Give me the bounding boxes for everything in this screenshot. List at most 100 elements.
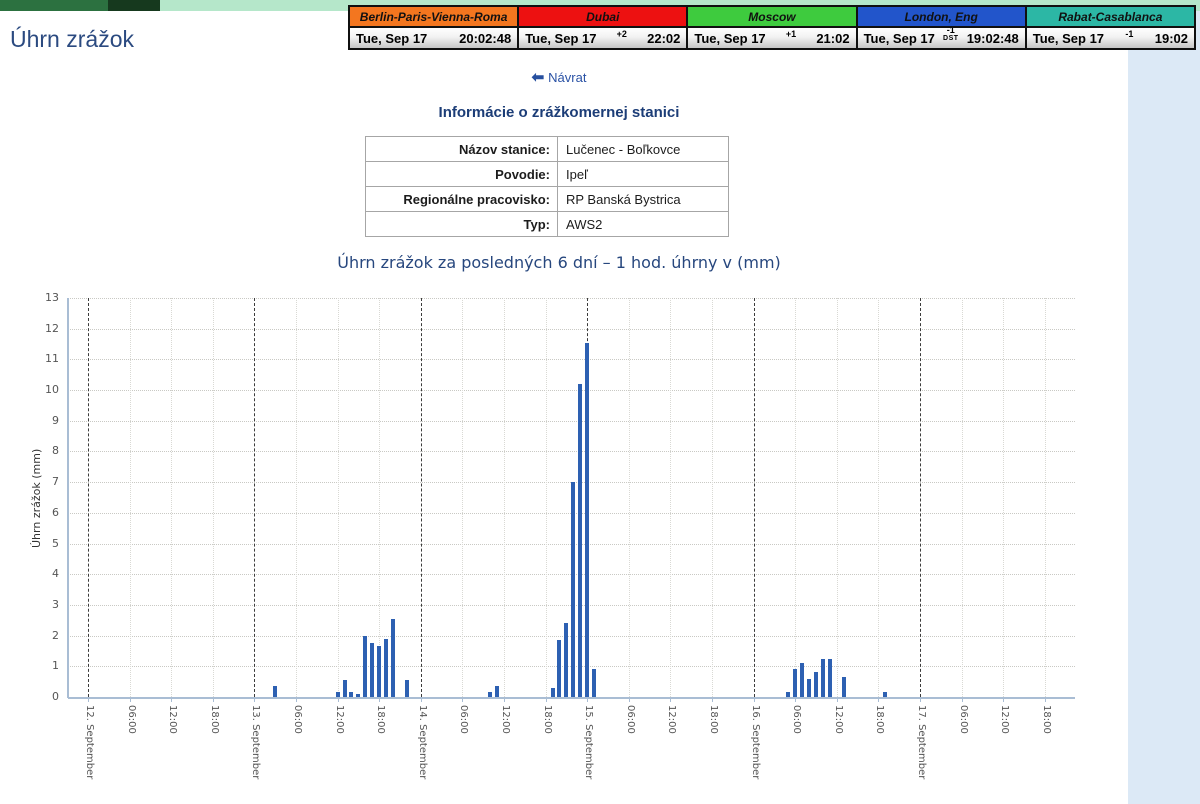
precipitation-bar	[786, 692, 791, 697]
x-time-label: 12:00	[333, 705, 345, 734]
station-info-label: Povodie:	[365, 161, 558, 187]
station-info-value: AWS2	[557, 211, 729, 237]
y-tick-label: 10	[45, 383, 59, 397]
clock-utc-offset: +2	[617, 29, 627, 39]
y-tick-label: 13	[45, 291, 59, 304]
y-tick-label: 11	[45, 352, 59, 366]
station-info-row-0: Názov stanice: Lučenec - Boľkovce	[365, 136, 729, 162]
precipitation-bar	[585, 342, 590, 697]
x-tick-mark	[171, 697, 173, 702]
y-tick-label: 1	[52, 659, 59, 673]
clock-time: 19:02:48	[966, 30, 1019, 46]
day-boundary-line	[920, 298, 921, 697]
time-gridline	[545, 298, 547, 697]
time-gridline	[171, 298, 173, 697]
y-tick-label: 3	[52, 597, 59, 611]
clock-offset-value: -1	[946, 27, 955, 35]
station-info-row-1: Povodie: Ipeľ	[365, 161, 729, 187]
time-gridline	[836, 298, 838, 697]
x-tick-mark	[795, 697, 797, 702]
clock-city-header-2: Moscow	[686, 5, 858, 28]
back-arrow-icon: ⬅	[531, 69, 545, 86]
precipitation-bar	[564, 623, 569, 697]
precipitation-bar	[391, 618, 396, 697]
x-tick-mark	[462, 697, 464, 702]
x-day-label: 12. September	[84, 705, 95, 780]
precipitation-bar	[820, 658, 825, 697]
clock-time: 21:02	[816, 30, 850, 46]
time-gridline	[795, 298, 797, 697]
x-tick-mark	[88, 697, 89, 702]
clock-date: Tue, Sep 17	[525, 30, 597, 46]
clock-time: 22:02	[647, 30, 681, 46]
x-time-label: 12:00	[167, 705, 179, 734]
time-gridline	[296, 298, 297, 697]
y-gridline	[68, 451, 1075, 453]
time-gridline	[379, 298, 381, 697]
precipitation-bar	[370, 643, 375, 697]
precipitation-bar	[488, 692, 493, 697]
x-time-label: 18:00	[541, 705, 553, 734]
station-info-value: Lučenec - Boľkovce	[557, 136, 729, 162]
clock-utc-offset: -1	[1125, 28, 1134, 39]
precipitation-bar	[349, 692, 354, 697]
precipitation-bar	[335, 692, 340, 697]
x-tick-mark	[1044, 697, 1046, 702]
back-link[interactable]: ⬅ Návrat	[0, 68, 1118, 86]
y-axis-line	[67, 298, 69, 698]
x-tick-mark	[920, 697, 921, 702]
time-gridline	[670, 298, 672, 697]
x-time-label: 06:00	[125, 705, 137, 734]
x-tick-mark	[337, 697, 339, 702]
precipitation-bar	[571, 482, 576, 697]
station-info-label: Typ:	[365, 211, 558, 237]
precipitation-bar	[356, 693, 361, 697]
x-tick-mark	[212, 697, 214, 702]
world-clock-time-row: Tue, Sep 17 20:02:48 Tue, Sep 17 +2 22:02 Tue…	[347, 26, 1197, 50]
y-gridline	[68, 390, 1075, 392]
clock-time-cell-0: Tue, Sep 17 20:02:48	[347, 26, 520, 50]
back-link-label[interactable]: Návrat	[548, 70, 587, 85]
y-tick-label: 5	[52, 536, 59, 550]
time-gridline	[1003, 298, 1005, 697]
clock-city-name: Dubai	[586, 9, 620, 24]
brand-strip-segment-dark	[0, 0, 108, 11]
clock-time-cell-2: Tue, Sep 17 +1 21:02	[686, 26, 858, 50]
clock-time-inner: Tue, Sep 17 -1 19:02	[1032, 28, 1188, 46]
page-title: Úhrn zrážok	[10, 26, 134, 52]
precipitation-bar	[841, 677, 846, 697]
precipitation-bar	[827, 658, 832, 697]
clock-date: Tue, Sep 17	[1032, 30, 1105, 46]
x-tick-mark	[836, 697, 838, 702]
precipitation-bar	[495, 686, 500, 697]
y-tick-label: 12	[45, 321, 59, 335]
x-time-label: 18:00	[208, 705, 220, 734]
precipitation-bar	[800, 663, 805, 697]
clock-city-header-1: Dubai	[517, 5, 689, 28]
y-tick-label: 7	[52, 475, 59, 489]
station-info-row-2: Regionálne pracovisko: RP Banská Bystrica	[365, 186, 729, 212]
y-tick-label: 4	[52, 567, 59, 581]
x-tick-mark	[587, 697, 589, 702]
x-time-label: 06:00	[957, 705, 969, 734]
x-tick-mark	[961, 697, 963, 702]
clock-time-cell-1: Tue, Sep 17 +2 22:02	[517, 26, 689, 50]
x-time-label: 18:00	[375, 705, 387, 734]
y-gridline	[68, 420, 1075, 422]
clock-date: Tue, Sep 17	[694, 30, 766, 46]
x-tick-mark	[420, 697, 422, 702]
precipitation-bar	[377, 646, 382, 697]
x-tick-mark	[628, 697, 630, 702]
clock-offset-value: -1	[1125, 28, 1134, 39]
y-tick-label: 9	[52, 413, 59, 427]
time-gridline	[1044, 298, 1046, 697]
station-info-table: Názov stanice: Lučenec - Boľkovce Povodie:…	[365, 136, 729, 237]
station-info-heading: Informácie o zrážkomernej stanici	[438, 104, 680, 121]
chart-title: Úhrn zrážok za posledných 6 dní – 1 hod.…	[337, 253, 781, 272]
clock-offset-value: +1	[785, 28, 797, 39]
precipitation-bar	[363, 635, 368, 697]
x-tick-mark	[545, 697, 547, 702]
clock-offset-label: DST	[943, 35, 959, 42]
clock-city-header-3: London, Eng	[855, 5, 1027, 28]
x-axis-line	[68, 697, 1075, 699]
